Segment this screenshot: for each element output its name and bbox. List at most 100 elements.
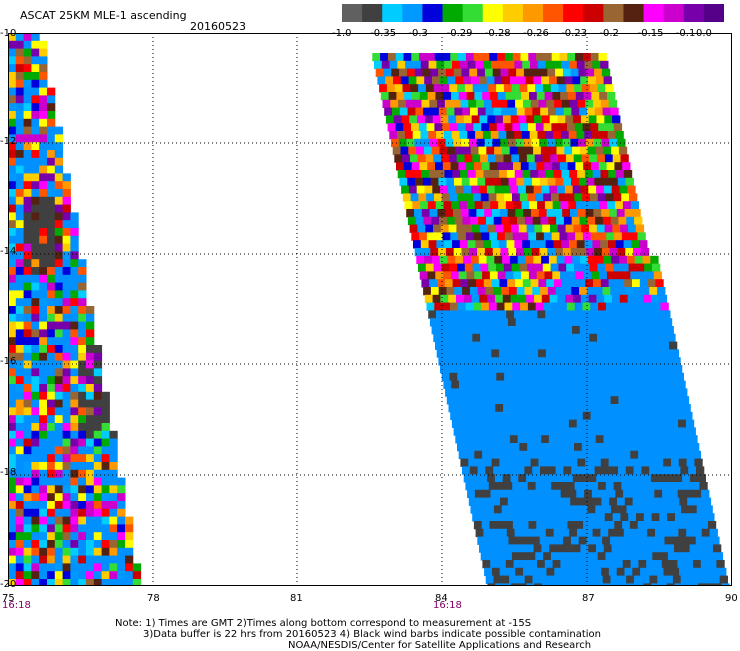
swath-cell [691,482,700,491]
swath-cell [517,255,526,265]
swath-cell [78,321,87,330]
swath-cell [15,376,25,385]
swath-cell [400,146,409,155]
swath-cell [542,84,552,93]
swath-cell [444,99,454,109]
swath-cell [663,388,672,397]
swath-cell [573,154,582,163]
swath-cell [600,60,609,70]
swath-cell [515,458,524,467]
swath-cell [461,318,470,327]
colorbar-swatch [482,4,504,22]
swath-cell [579,396,588,405]
swath-cell [483,99,493,109]
swath-cell [659,583,668,586]
swath-cell [656,427,665,436]
swath-cell [600,349,609,358]
colorbar-swatch [502,4,524,22]
swath-cell [473,193,482,202]
swath-cell [31,64,40,73]
swath-cell [561,528,570,538]
swath-cell [622,341,631,350]
swath-cell [54,376,64,385]
swath-cell [109,524,118,533]
swath-cell [406,209,415,218]
swath-cell [23,352,32,362]
swath-cell [507,388,516,397]
swath-cell [548,216,557,226]
swath-cell [526,404,535,413]
swath-cell [101,485,110,494]
swath-cell [527,482,537,491]
swath-cell [574,552,583,561]
swath-cell [444,279,454,288]
swath-cell [509,146,518,155]
swath-cell [582,372,591,382]
swath-cell [547,357,556,366]
swath-cell [709,528,718,538]
swath-cell [644,443,653,452]
swath-cell [700,560,710,569]
swath-cell [620,333,629,343]
swath-cell [421,170,430,179]
swath-cell [705,544,714,553]
swath-cell [440,294,449,304]
swath-cell [31,142,40,151]
swath-cell [23,438,32,447]
swath-cell [54,524,64,533]
swath-cell [535,84,544,93]
swath-cell [519,443,528,452]
swath-cell [15,259,25,268]
swath-cell [23,181,32,190]
swath-cell [78,493,87,502]
swath-cell [589,552,599,561]
swath-cell [39,274,48,284]
swath-cell [470,107,479,116]
swath-cell [598,302,607,311]
swath-cell [665,326,674,335]
swath-cell [392,107,401,116]
swath-cell [578,248,587,257]
swath-cell [647,388,657,397]
swath-cell [468,318,478,327]
swath-cell [109,485,118,494]
swath-cell [542,404,551,413]
swath-cell [657,575,666,584]
swath-cell [39,376,48,385]
swath-cell [633,287,642,296]
swath-cell [420,201,429,210]
swath-cell [678,419,687,428]
swath-cell [446,216,456,226]
swath-cell [471,474,480,483]
swath-cell [602,536,611,545]
swath-cell [624,209,633,218]
swath-cell [676,482,685,491]
swath-cell [707,521,717,530]
swath-cell [54,579,64,586]
swath-cell [86,446,95,455]
lat-label: -18 [0,467,17,478]
swath-cell [443,310,453,319]
swath-cell [31,243,40,252]
swath-cell [561,99,571,109]
swath-cell [634,255,643,265]
swath-cell [521,131,531,140]
swath-cell [15,150,25,159]
swath-cell [23,579,32,586]
swath-cell [610,505,620,514]
swath-cell [644,482,654,491]
swath-cell [559,411,568,421]
swath-cell [39,259,48,268]
swath-cell [534,583,543,586]
swath-cell [39,251,48,260]
swath-cell [554,99,563,109]
swath-cell [8,555,17,564]
swath-cell [101,462,110,471]
swath-cell [509,107,518,116]
swath-cell [600,528,609,538]
swath-cell [494,146,503,155]
swath-cell [613,372,622,382]
swath-cell [631,419,640,428]
swath-cell [568,131,577,140]
swath-cell [31,165,40,174]
